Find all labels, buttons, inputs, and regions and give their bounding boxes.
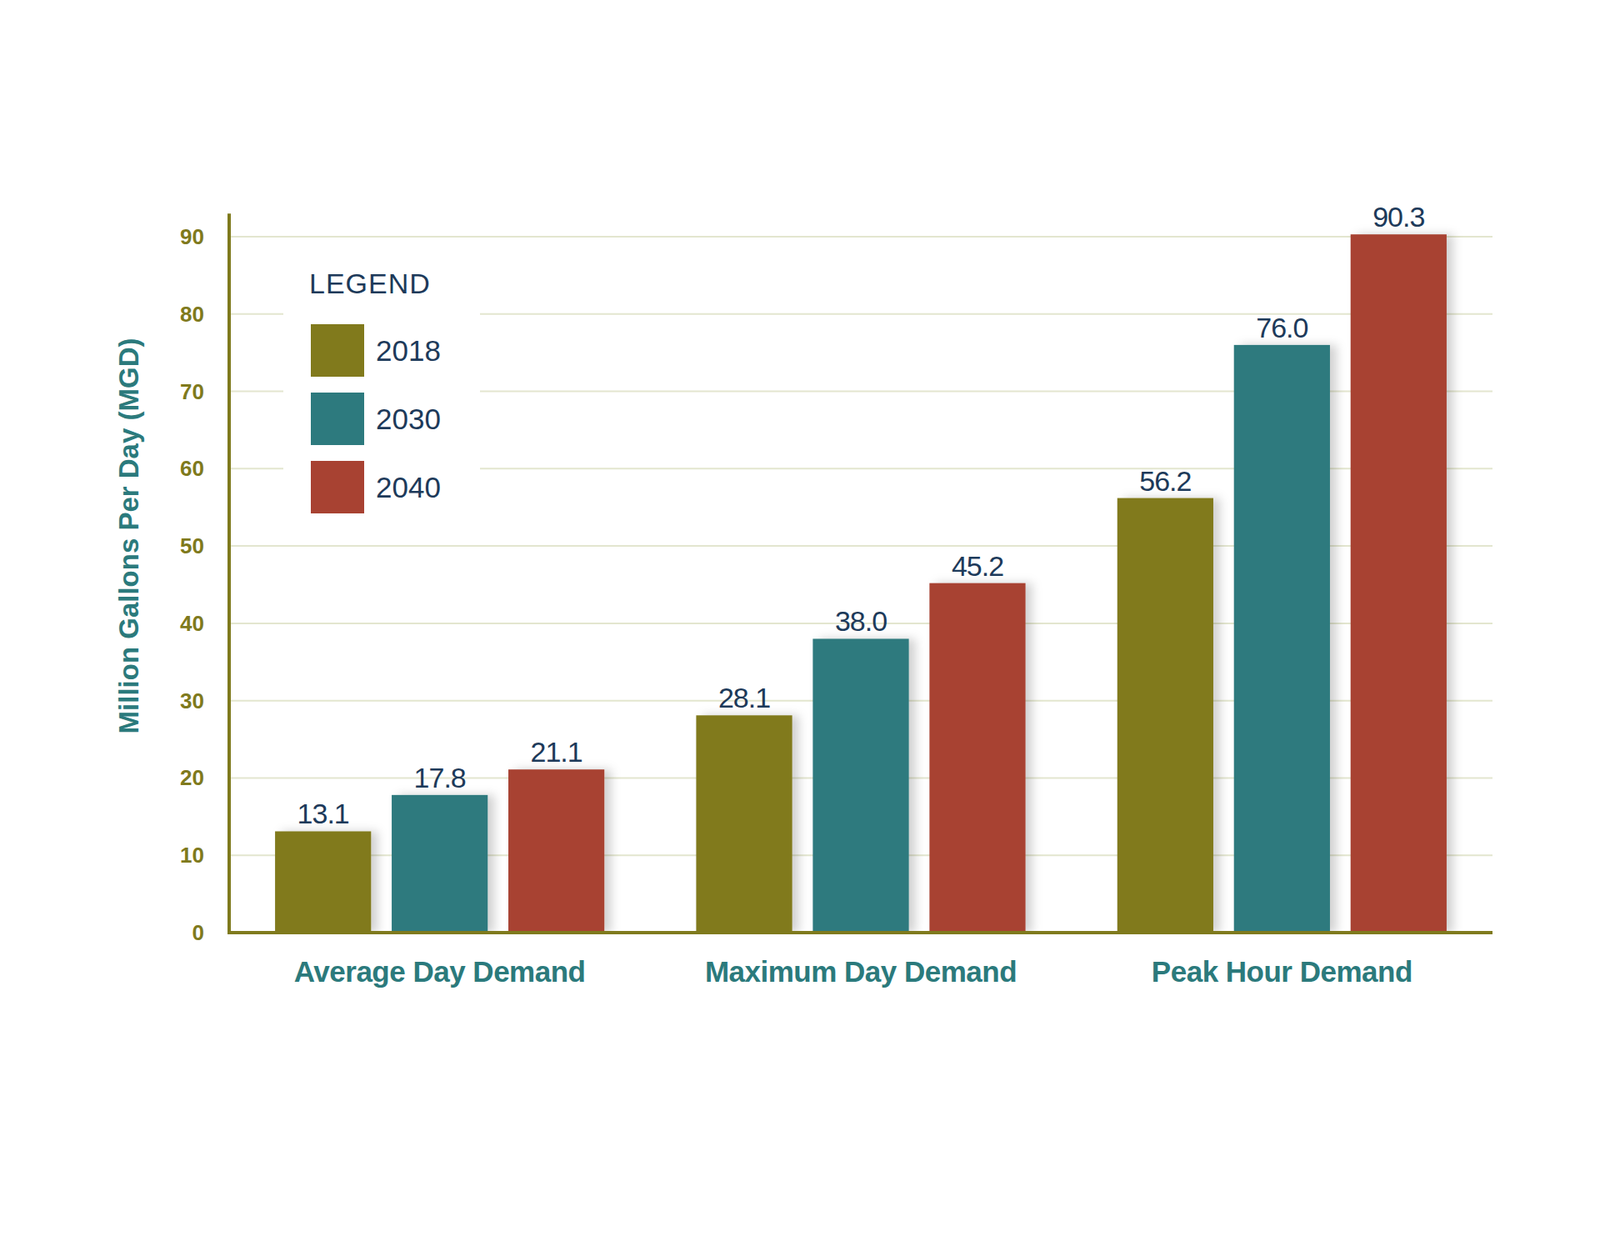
data-label: 17.8 <box>414 761 466 794</box>
y-tick-label: 90 <box>180 224 205 250</box>
chart: 010203040506070809013.128.156.217.838.07… <box>0 0 1600 1236</box>
x-tick-label: Peak Hour Demand <box>1151 955 1413 988</box>
grid-line <box>229 235 1493 238</box>
y-tick-label: 30 <box>180 688 205 714</box>
legend-title: LEGEND <box>309 267 431 300</box>
data-label: 76.0 <box>1255 311 1308 344</box>
y-tick-label: 20 <box>180 765 205 790</box>
bar <box>1350 234 1447 933</box>
x-tick-label: Average Day Demand <box>294 955 586 988</box>
bar <box>275 830 371 933</box>
legend-swatch <box>310 324 365 377</box>
y-tick-label: 50 <box>180 533 205 559</box>
y-tick-label: 10 <box>180 842 205 868</box>
y-tick-label: 70 <box>180 379 205 405</box>
data-label: 13.1 <box>297 797 350 830</box>
legend-swatch <box>310 460 365 514</box>
legend-swatch <box>310 392 365 445</box>
data-label: 38.0 <box>835 605 887 637</box>
bar <box>391 795 488 933</box>
y-tick-label: 0 <box>192 920 205 945</box>
bar <box>1234 345 1330 933</box>
y-tick-label: 60 <box>180 455 205 481</box>
bar <box>1117 498 1214 933</box>
data-label: 45.2 <box>951 550 1004 582</box>
bar <box>695 715 792 933</box>
legend-label: 2018 <box>375 334 441 367</box>
data-label: 56.2 <box>1139 465 1191 497</box>
y-axis <box>227 213 231 935</box>
y-tick-label: 80 <box>180 301 205 327</box>
bars <box>275 234 1447 933</box>
data-label: 21.1 <box>530 735 583 768</box>
y-tick-label: 40 <box>180 610 205 636</box>
grid <box>229 236 1493 933</box>
legend-label: 2030 <box>375 402 441 435</box>
x-axis <box>227 930 1493 935</box>
y-axis-title: Million Gallons Per Day (MGD) <box>113 338 145 735</box>
bar <box>929 583 1025 933</box>
legend-label: 2040 <box>375 470 441 504</box>
x-tick-label: Maximum Day Demand <box>705 955 1017 988</box>
data-label: 90.3 <box>1372 200 1425 233</box>
legend: LEGEND 2018 2030 2040 <box>283 243 480 535</box>
bar <box>508 769 605 933</box>
bar <box>812 638 909 933</box>
legend-background <box>283 243 480 535</box>
data-label: 28.1 <box>718 681 770 714</box>
